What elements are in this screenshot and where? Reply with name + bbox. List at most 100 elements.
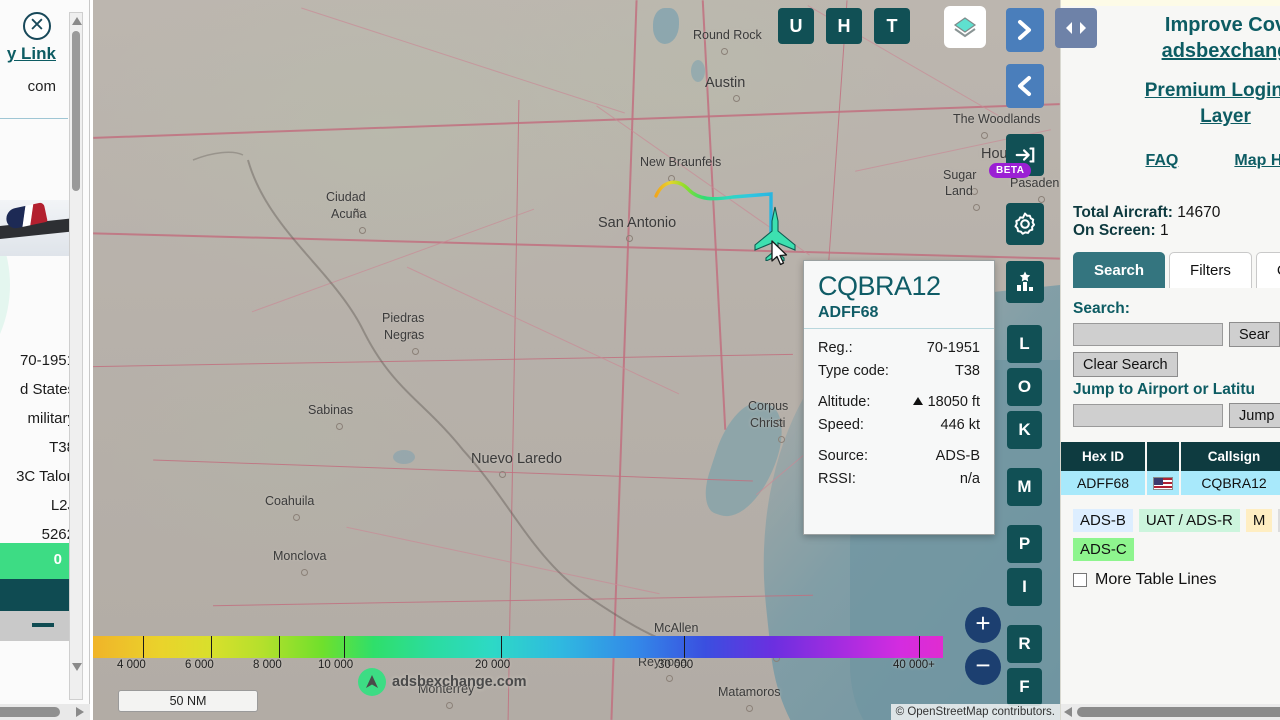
clear-search-button[interactable]: Clear Search <box>1073 352 1178 377</box>
map-city-label: Nuevo Laredo <box>471 451 563 467</box>
beta-badge: BETA <box>989 163 1032 178</box>
watermark-text: adsbexchange.com <box>392 674 527 690</box>
scrollbar-thumb[interactable] <box>0 707 60 717</box>
map-city-dot <box>336 423 343 430</box>
panel-status-bar-dark: Y <box>0 579 74 611</box>
map-button-l[interactable]: L <box>1007 325 1042 363</box>
more-table-lines-label: More Table Lines <box>1095 571 1217 588</box>
total-aircraft-row: Total Aircraft: 14670 <box>1073 204 1280 222</box>
detail-value: 446 kt <box>940 417 981 433</box>
premium-login-link[interactable]: Premium Login: n Layer <box>1061 78 1280 130</box>
panel-collapse-left-button[interactable] <box>1006 64 1044 108</box>
adsbexchange-link[interactable]: adsbexchang <box>1161 40 1280 62</box>
aircraft-detail-rows: Reg.: 70-1951 Type code: T38 Altitude: 18050 … <box>804 329 994 491</box>
tab-search[interactable]: Search <box>1073 252 1166 288</box>
sidebar-collapse-toggle[interactable] <box>1055 8 1097 48</box>
scroll-up-arrow-icon[interactable] <box>72 17 82 25</box>
map-button-f[interactable]: F <box>1007 668 1042 706</box>
total-aircraft-value: 14670 <box>1177 204 1221 221</box>
source-badge[interactable]: ADS-C <box>1073 538 1134 561</box>
search-input[interactable] <box>1073 323 1223 346</box>
altitude-gradient-bar <box>93 636 943 658</box>
map-help-link[interactable]: Map Help <box>1234 152 1280 169</box>
map-button-u[interactable]: U <box>778 8 814 44</box>
more-table-lines-checkbox[interactable] <box>1073 573 1087 587</box>
source-badge[interactable]: UAT / ADS-R <box>1138 509 1240 532</box>
altitude-tick <box>344 636 345 658</box>
map-city-label: Corpus <box>748 399 789 413</box>
altitude-tick-label: 10 000 <box>318 659 354 671</box>
tab-filters[interactable]: Filters <box>1169 252 1252 288</box>
map-city-dot <box>778 436 785 443</box>
close-icon[interactable]: ✕ <box>23 12 51 40</box>
aircraft-detail-panel[interactable]: ✕ y Link com 70-1951 d States military T38 3… <box>0 0 90 720</box>
zoom-out-button[interactable]: − <box>965 649 1001 685</box>
panel-expand-right-button[interactable] <box>1006 8 1044 52</box>
panel-status-bar-grey <box>0 611 74 641</box>
faq-link[interactable]: FAQ <box>1145 152 1179 169</box>
aircraft-photo[interactable] <box>0 200 78 256</box>
tab-c[interactable]: C <box>1255 252 1280 288</box>
map-attribution: © OpenStreetMap contributors. <box>890 704 1060 720</box>
aircraft-spec-value: 5262 <box>41 526 75 543</box>
jump-label: Jump to Airport or Latitu <box>1073 381 1255 398</box>
map-city-dot <box>721 48 728 55</box>
altitude-tick-label: 8 000 <box>253 659 282 671</box>
map-city-dot <box>354 210 361 217</box>
detail-label: Source: <box>818 448 868 464</box>
map-city-label: San Antonio <box>598 215 677 231</box>
map-city-label: Negras <box>384 328 425 342</box>
jump-button[interactable]: Jump <box>1229 403 1280 428</box>
table-row[interactable]: ADFF68CQBRA12T38 <box>1061 471 1280 495</box>
panel-external-link[interactable]: y Link <box>6 44 56 63</box>
scroll-right-arrow-icon[interactable] <box>76 707 84 717</box>
altitude-tick <box>684 636 685 658</box>
aircraft-spec-value: 3C Talon <box>16 468 75 485</box>
table-column-header[interactable]: Hex ID <box>1061 442 1147 471</box>
table-cell: CQBRA12 <box>1181 471 1280 495</box>
improve-coverage-header: Improve Cov adsbexchang <box>1061 6 1280 64</box>
map-city-dot <box>626 235 633 242</box>
map-button-o[interactable]: O <box>1007 368 1042 406</box>
source-badge[interactable]: Other <box>1278 509 1280 532</box>
search-label: Search: <box>1073 300 1130 317</box>
map-city-dot <box>293 514 300 521</box>
scrollbar-thumb[interactable] <box>1077 707 1280 717</box>
row-spacer <box>818 383 980 391</box>
more-table-lines-row[interactable]: More Table Lines <box>1061 561 1280 589</box>
map-button-i[interactable]: I <box>1007 568 1042 606</box>
scroll-down-arrow-icon[interactable] <box>72 663 82 671</box>
panel-divider <box>0 118 68 119</box>
gear-icon[interactable] <box>1006 203 1044 245</box>
map-button-t[interactable]: T <box>874 8 910 44</box>
scrollbar-thumb[interactable] <box>72 31 80 191</box>
layers-icon[interactable] <box>944 6 986 48</box>
map-button-p[interactable]: P <box>1007 525 1042 563</box>
map-city-label: Acuña <box>331 207 367 221</box>
source-badge[interactable]: M <box>1245 509 1273 532</box>
stats-icon[interactable] <box>1006 261 1044 303</box>
scroll-left-arrow-icon[interactable] <box>1064 707 1072 717</box>
sidebar-horizontal-scrollbar[interactable] <box>1061 704 1280 720</box>
map-button-r[interactable]: R <box>1007 625 1042 663</box>
aircraft-info-popup[interactable]: CQBRA12 ADFF68 Reg.: 70-1951 Type code: T38… <box>803 260 995 535</box>
aircraft-detail-row: Source: ADS-B <box>818 445 980 468</box>
map-button-h[interactable]: H <box>826 8 862 44</box>
table-column-header[interactable]: Callsign <box>1181 442 1280 471</box>
aircraft-detail-row: Type code: T38 <box>818 360 980 383</box>
map-city-label: Monterrey <box>418 682 475 696</box>
altitude-tick <box>919 636 920 658</box>
source-badge[interactable]: ADS-B <box>1073 509 1133 532</box>
map-button-k[interactable]: K <box>1007 411 1042 449</box>
altitude-tick <box>279 636 280 658</box>
panel-vertical-scrollbar[interactable] <box>69 12 83 700</box>
jump-input[interactable] <box>1073 404 1223 427</box>
search-row: Sear <box>1061 322 1280 347</box>
map-city-label: Austin <box>705 75 746 91</box>
map-button-m[interactable]: M <box>1007 468 1042 506</box>
table-column-header[interactable] <box>1147 442 1181 471</box>
sidebar-panel[interactable]: Improve Cov adsbexchang Premium Login: n… <box>1060 0 1280 720</box>
panel-horizontal-scrollbar[interactable] <box>0 704 90 720</box>
search-button[interactable]: Sear <box>1229 322 1280 347</box>
zoom-in-button[interactable]: + <box>965 607 1001 643</box>
